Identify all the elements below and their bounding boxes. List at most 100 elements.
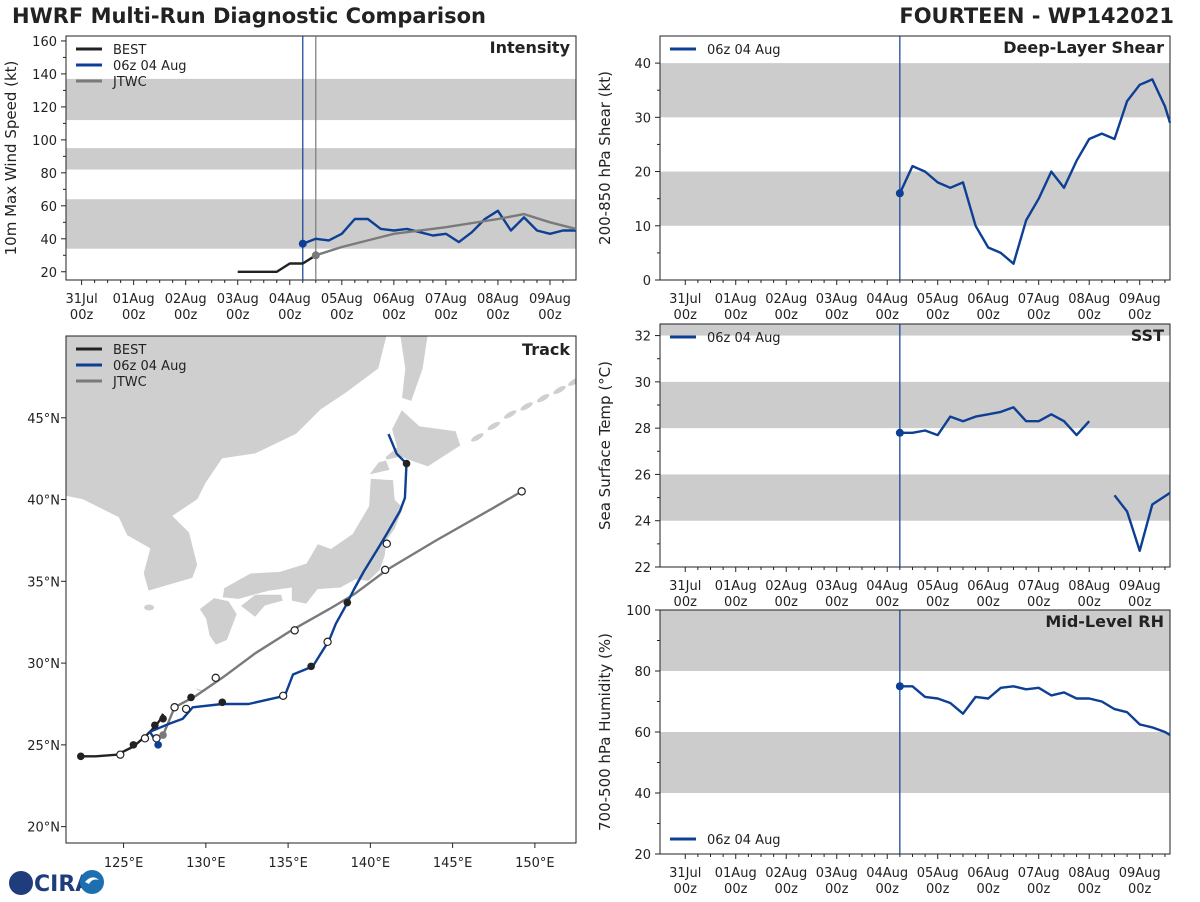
track-position-marker-best — [344, 599, 352, 607]
track-position-marker-best — [403, 460, 411, 468]
rh-xtick-label: 00z — [674, 882, 698, 897]
track-position-marker-best — [130, 741, 138, 749]
intensity-ytick-label: 40 — [40, 233, 57, 248]
track-ytick-label: 40°N — [27, 494, 60, 509]
intensity-legend-label: 06z 04 Aug — [113, 59, 187, 74]
sst-ytick-label: 24 — [634, 515, 651, 530]
rh-ytick-label: 100 — [626, 604, 651, 619]
track-position-marker-open — [212, 674, 219, 681]
intensity-legend-label: BEST — [113, 43, 146, 58]
intensity-xtick-label: 08Aug — [477, 292, 519, 307]
landmass-sakhalin — [400, 336, 428, 401]
shear-xtick-label: 31Jul — [669, 292, 701, 307]
intensity-xtick-label: 00z — [122, 308, 146, 323]
landmass-kuril-island — [470, 432, 485, 443]
sst-xtick-label: 00z — [1078, 595, 1102, 610]
intensity-xtick-label: 00z — [226, 308, 250, 323]
sst-xtick-label: 00z — [1027, 595, 1051, 610]
intensity-xtick-label: 09Aug — [529, 292, 571, 307]
track-position-marker-best — [187, 694, 195, 702]
intensity-xtick-label: 00z — [434, 308, 458, 323]
track-ytick-label: 45°N — [27, 412, 60, 427]
shear-xtick-label: 00z — [1027, 308, 1051, 323]
shear-xtick-label: 00z — [775, 308, 799, 323]
rh-xtick-label: 06Aug — [967, 866, 1009, 881]
track-xtick-label: 125°E — [104, 856, 144, 871]
sst-xtick-label: 00z — [926, 595, 950, 610]
sst-xtick-label: 00z — [876, 595, 900, 610]
track-xtick-label: 135°E — [268, 856, 308, 871]
shear-xtick-label: 00z — [1128, 308, 1152, 323]
intensity-xtick-label: 00z — [486, 308, 510, 323]
track-position-marker-open — [518, 488, 525, 495]
rh-series-line — [900, 686, 1170, 735]
rh-shade-band — [660, 732, 1170, 793]
sst-xtick-label: 03Aug — [816, 579, 858, 594]
shear-title: Deep-Layer Shear — [1003, 38, 1164, 57]
intensity-ytick-label: 140 — [32, 68, 57, 83]
rh-xtick-label: 00z — [1078, 882, 1102, 897]
shear-init-marker — [896, 189, 904, 197]
shear-xtick-label: 05Aug — [917, 292, 959, 307]
shear-xtick-label: 08Aug — [1068, 292, 1110, 307]
track-position-marker-open — [324, 638, 331, 645]
rh-xtick-label: 07Aug — [1018, 866, 1060, 881]
shear-legend-label: 06z 04 Aug — [707, 43, 781, 58]
sst-ytick-label: 28 — [634, 422, 651, 437]
rh-xtick-label: 01Aug — [715, 866, 757, 881]
rh-ylabel: 700-500 hPa Humidity (%) — [596, 633, 614, 831]
track-xtick-label: 140°E — [351, 856, 391, 871]
sst-xtick-label: 00z — [977, 595, 1001, 610]
intensity-series-line — [238, 255, 316, 271]
sst-shade-band — [660, 382, 1170, 428]
shear-ytick-label: 40 — [634, 57, 651, 72]
track-position-marker-best — [159, 715, 167, 723]
shear-xtick-label: 00z — [926, 308, 950, 323]
land-layer — [66, 336, 582, 758]
intensity-xtick-label: 00z — [382, 308, 406, 323]
sst-xtick-label: 02Aug — [765, 579, 807, 594]
sst-xtick-label: 00z — [674, 595, 698, 610]
rh-xtick-label: 00z — [1128, 882, 1152, 897]
rh-xtick-label: 08Aug — [1068, 866, 1110, 881]
sst-shade-band — [660, 474, 1170, 520]
track-xtick-label: 150°E — [515, 856, 555, 871]
intensity-ytick-label: 160 — [32, 35, 57, 50]
rh-xtick-label: 05Aug — [917, 866, 959, 881]
intensity-xtick-label: 07Aug — [425, 292, 467, 307]
track-position-marker-open — [382, 566, 389, 573]
track-ytick-label: 30°N — [27, 657, 60, 672]
intensity-legend-label: JTWC — [112, 75, 147, 90]
rh-xtick-label: 00z — [1027, 882, 1051, 897]
sst-title: SST — [1131, 326, 1164, 345]
shear-ylabel: 200-850 hPa Shear (kt) — [596, 71, 614, 245]
track-position-marker-best — [77, 753, 85, 761]
sst-legend-label: 06z 04 Aug — [707, 331, 781, 346]
track-ytick-label: 20°N — [27, 821, 60, 836]
shear-ytick-label: 0 — [643, 274, 651, 289]
track-ytick-label: 25°N — [27, 739, 60, 754]
rh-init-marker — [896, 682, 904, 690]
track-position-marker-open — [280, 692, 287, 699]
sst-axes-frame — [660, 324, 1170, 567]
landmass-kuril-island — [503, 409, 518, 420]
shear-xtick-label: 03Aug — [816, 292, 858, 307]
sst-xtick-label: 31Jul — [669, 579, 701, 594]
intensity-xtick-label: 05Aug — [321, 292, 363, 307]
intensity-xtick-label: 31Jul — [65, 292, 97, 307]
intensity-ytick-label: 60 — [40, 200, 57, 215]
shear-xtick-label: 07Aug — [1018, 292, 1060, 307]
sst-xtick-label: 00z — [724, 595, 748, 610]
track-position-marker-open — [182, 705, 189, 712]
rh-xtick-label: 03Aug — [816, 866, 858, 881]
rh-xtick-label: 00z — [775, 882, 799, 897]
sst-xtick-label: 00z — [1128, 595, 1152, 610]
sst-ytick-label: 32 — [634, 330, 651, 345]
shear-xtick-label: 09Aug — [1119, 292, 1161, 307]
intensity-ytick-label: 100 — [32, 134, 57, 149]
track-position-marker-open — [153, 735, 160, 742]
landmass-kuril-island — [486, 420, 501, 431]
intensity-xtick-label: 03Aug — [217, 292, 259, 307]
